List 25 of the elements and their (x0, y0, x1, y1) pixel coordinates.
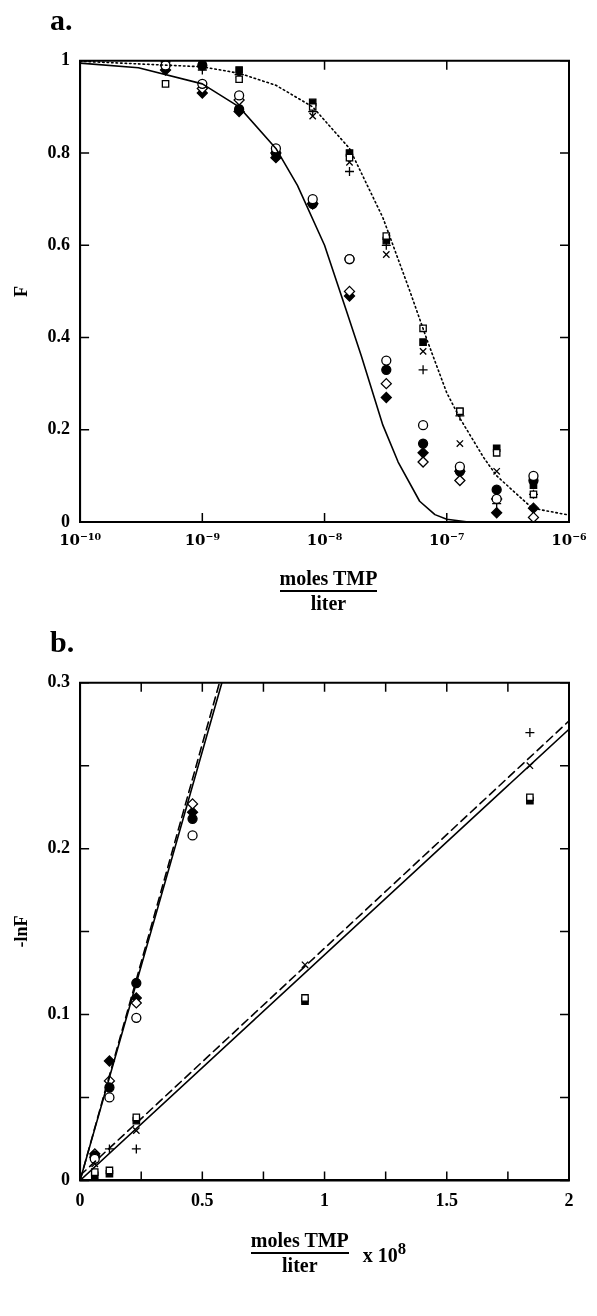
y-tick-label: 0.3 (47, 671, 71, 692)
x-tick-label: 2 (564, 1189, 574, 1210)
x-axis-title: moles TMP liter (279, 567, 378, 615)
y-tick-label: 1 (61, 49, 71, 70)
y-tick-label: 0 (61, 510, 71, 531)
y-tick-label: 0.1 (47, 1003, 71, 1024)
y-tick-label: 0.2 (47, 418, 71, 439)
x-tick-label: 10⁻⁸ (306, 530, 343, 549)
y-tick-label: 0.8 (47, 141, 71, 162)
x-tick-label: 10⁻⁹ (184, 530, 221, 549)
x-tick-label: 10⁻⁶ (551, 530, 588, 549)
x-tick-label: 10⁻⁷ (429, 530, 465, 549)
chart-title: b. (49, 624, 76, 660)
y-tick-label: 0.2 (47, 837, 71, 858)
y-tick-label: 0 (61, 1169, 71, 1190)
y-tick-label: 0.6 (47, 233, 71, 254)
x-tick-label: 0 (75, 1189, 85, 1210)
x-tick-label: 10⁻¹⁰ (59, 530, 102, 549)
y-axis-title: -lnF (11, 915, 32, 948)
y-tick-label: 0.4 (47, 326, 71, 347)
y-axis-title: F (11, 285, 32, 297)
x-tick-label: 0.5 (191, 1189, 214, 1210)
chart-title: a. (49, 2, 74, 38)
x-tick-label: 1.5 (435, 1189, 459, 1210)
x-tick-label: 1 (320, 1189, 330, 1210)
